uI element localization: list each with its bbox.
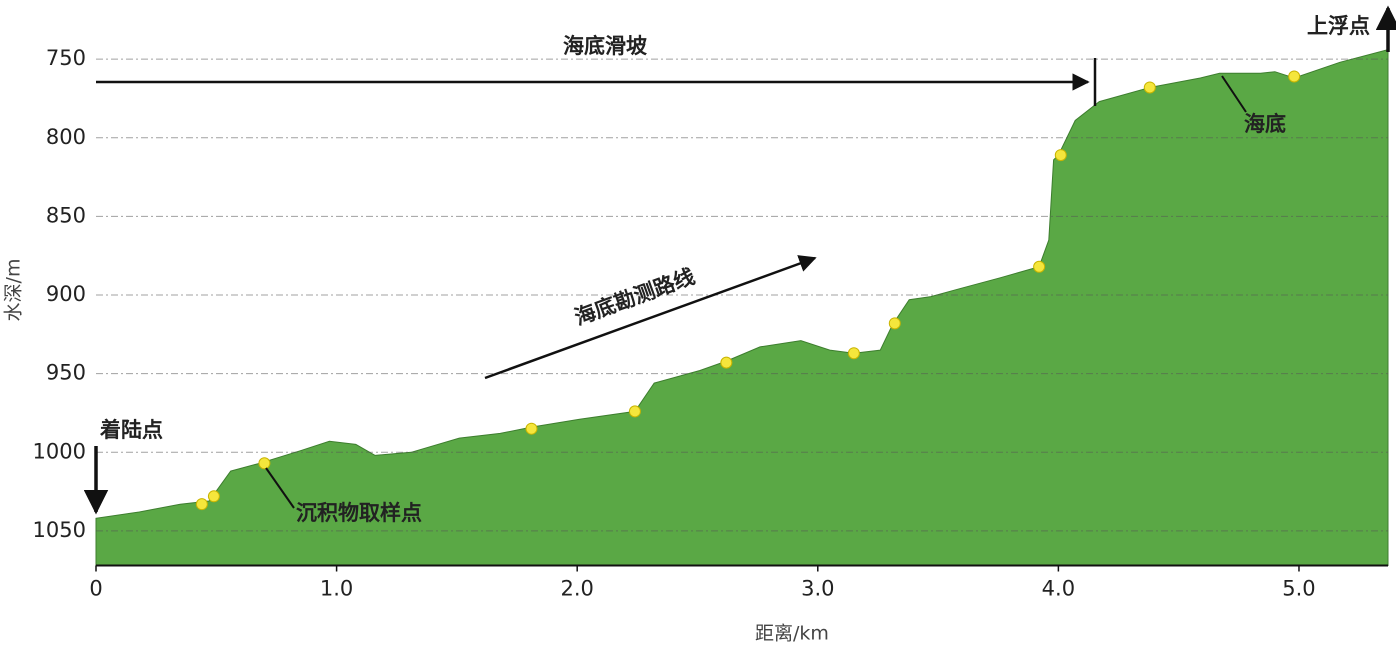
sample-point: [628, 405, 641, 418]
y-tick-label: 800: [46, 125, 86, 149]
y-axis-label: 水深/m: [3, 259, 25, 322]
sample-point: [207, 490, 220, 503]
seabed-area: [95, 49, 1389, 566]
sample-point: [1033, 260, 1046, 273]
y-tick-label: 1050: [33, 518, 86, 542]
x-tick-label: 4.0: [1042, 577, 1075, 601]
sample-point: [525, 422, 538, 435]
slide-label: 海底滑坡: [563, 34, 647, 58]
sample-label: 沉积物取样点: [296, 501, 422, 525]
sample-leader: [265, 467, 295, 509]
sample-point: [888, 317, 901, 330]
x-axis-label: 距离/km: [755, 623, 829, 645]
sample-point: [195, 498, 208, 511]
x-tick-label: 1.0: [320, 577, 353, 601]
y-tick-label: 750: [46, 46, 86, 70]
sample-point: [847, 347, 860, 360]
plot-area: 750 800 850 900 950 1000 1050 0 1.0 2.0 3.0 4.0 5.0: [33, 46, 1389, 601]
route-arrow: [484, 255, 817, 380]
sample-point: [1143, 81, 1156, 94]
seabed-label: 海底: [1244, 112, 1286, 136]
ascent-label: 上浮点: [1307, 14, 1370, 38]
seabed-leader: [1221, 75, 1247, 113]
x-tick-label: 5.0: [1282, 577, 1315, 601]
y-tick-label: 850: [46, 203, 86, 227]
sample-point: [1054, 149, 1067, 162]
sample-point: [258, 457, 271, 470]
y-tick-label: 900: [46, 282, 86, 306]
landing-label: 着陆点: [99, 418, 163, 442]
y-tick-label: 1000: [33, 439, 86, 463]
x-tick-label: 2.0: [560, 577, 593, 601]
sample-point: [1288, 70, 1301, 83]
y-tick-label: 950: [46, 361, 86, 385]
x-tick-label: 3.0: [801, 577, 834, 601]
sample-point: [720, 356, 733, 369]
route-label: 海底勘测路线: [571, 264, 698, 330]
x-tick-label: 0: [89, 577, 102, 601]
